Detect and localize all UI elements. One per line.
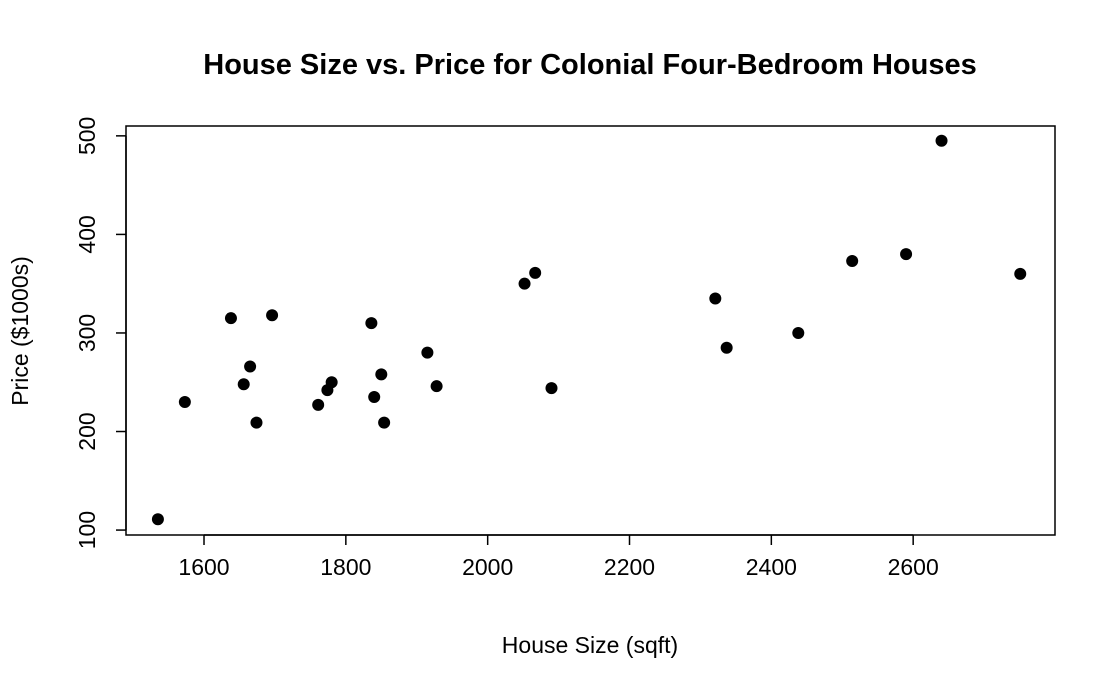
x-tick-label: 2200 [604,554,655,580]
data-point [368,391,381,404]
data-point [375,368,388,381]
data-point [378,416,391,429]
data-point [266,309,279,322]
data-point [224,312,237,325]
chart-title: House Size vs. Price for Colonial Four-B… [203,49,976,81]
data-points [151,134,1027,526]
data-point [846,255,859,268]
data-point [237,378,250,391]
data-point [900,248,913,261]
data-point [178,395,191,408]
data-point [151,513,164,526]
plot-frame [125,125,1056,536]
x-axis: 1600 1800 2000 2200 2400 2600 [178,534,939,580]
y-axis-label: Price ($1000s) [7,256,33,406]
x-tick-label: 1600 [178,554,229,580]
y-tick-label: 500 [74,117,100,155]
x-axis-label: House Size (sqft) [502,632,678,658]
y-tick-label: 200 [74,412,100,450]
data-point [1014,267,1027,280]
data-point [709,292,722,305]
data-point [244,360,257,373]
data-point [325,376,338,389]
data-point [250,416,263,429]
data-point [421,346,434,359]
y-tick-label: 400 [74,215,100,253]
data-point [545,382,558,395]
x-tick-label: 2600 [888,554,939,580]
data-point [529,266,542,279]
x-tick-label: 1800 [320,554,371,580]
data-point [365,317,378,330]
data-point [518,277,531,290]
y-tick-label: 300 [74,314,100,352]
x-tick-label: 2000 [462,554,513,580]
y-axis: 100 200 300 400 500 [74,117,127,549]
data-point [792,326,805,339]
y-tick-label: 100 [74,511,100,549]
data-point [312,398,325,411]
data-point [720,341,733,354]
data-point [935,134,948,147]
data-point [430,380,443,393]
x-tick-label: 2400 [746,554,797,580]
